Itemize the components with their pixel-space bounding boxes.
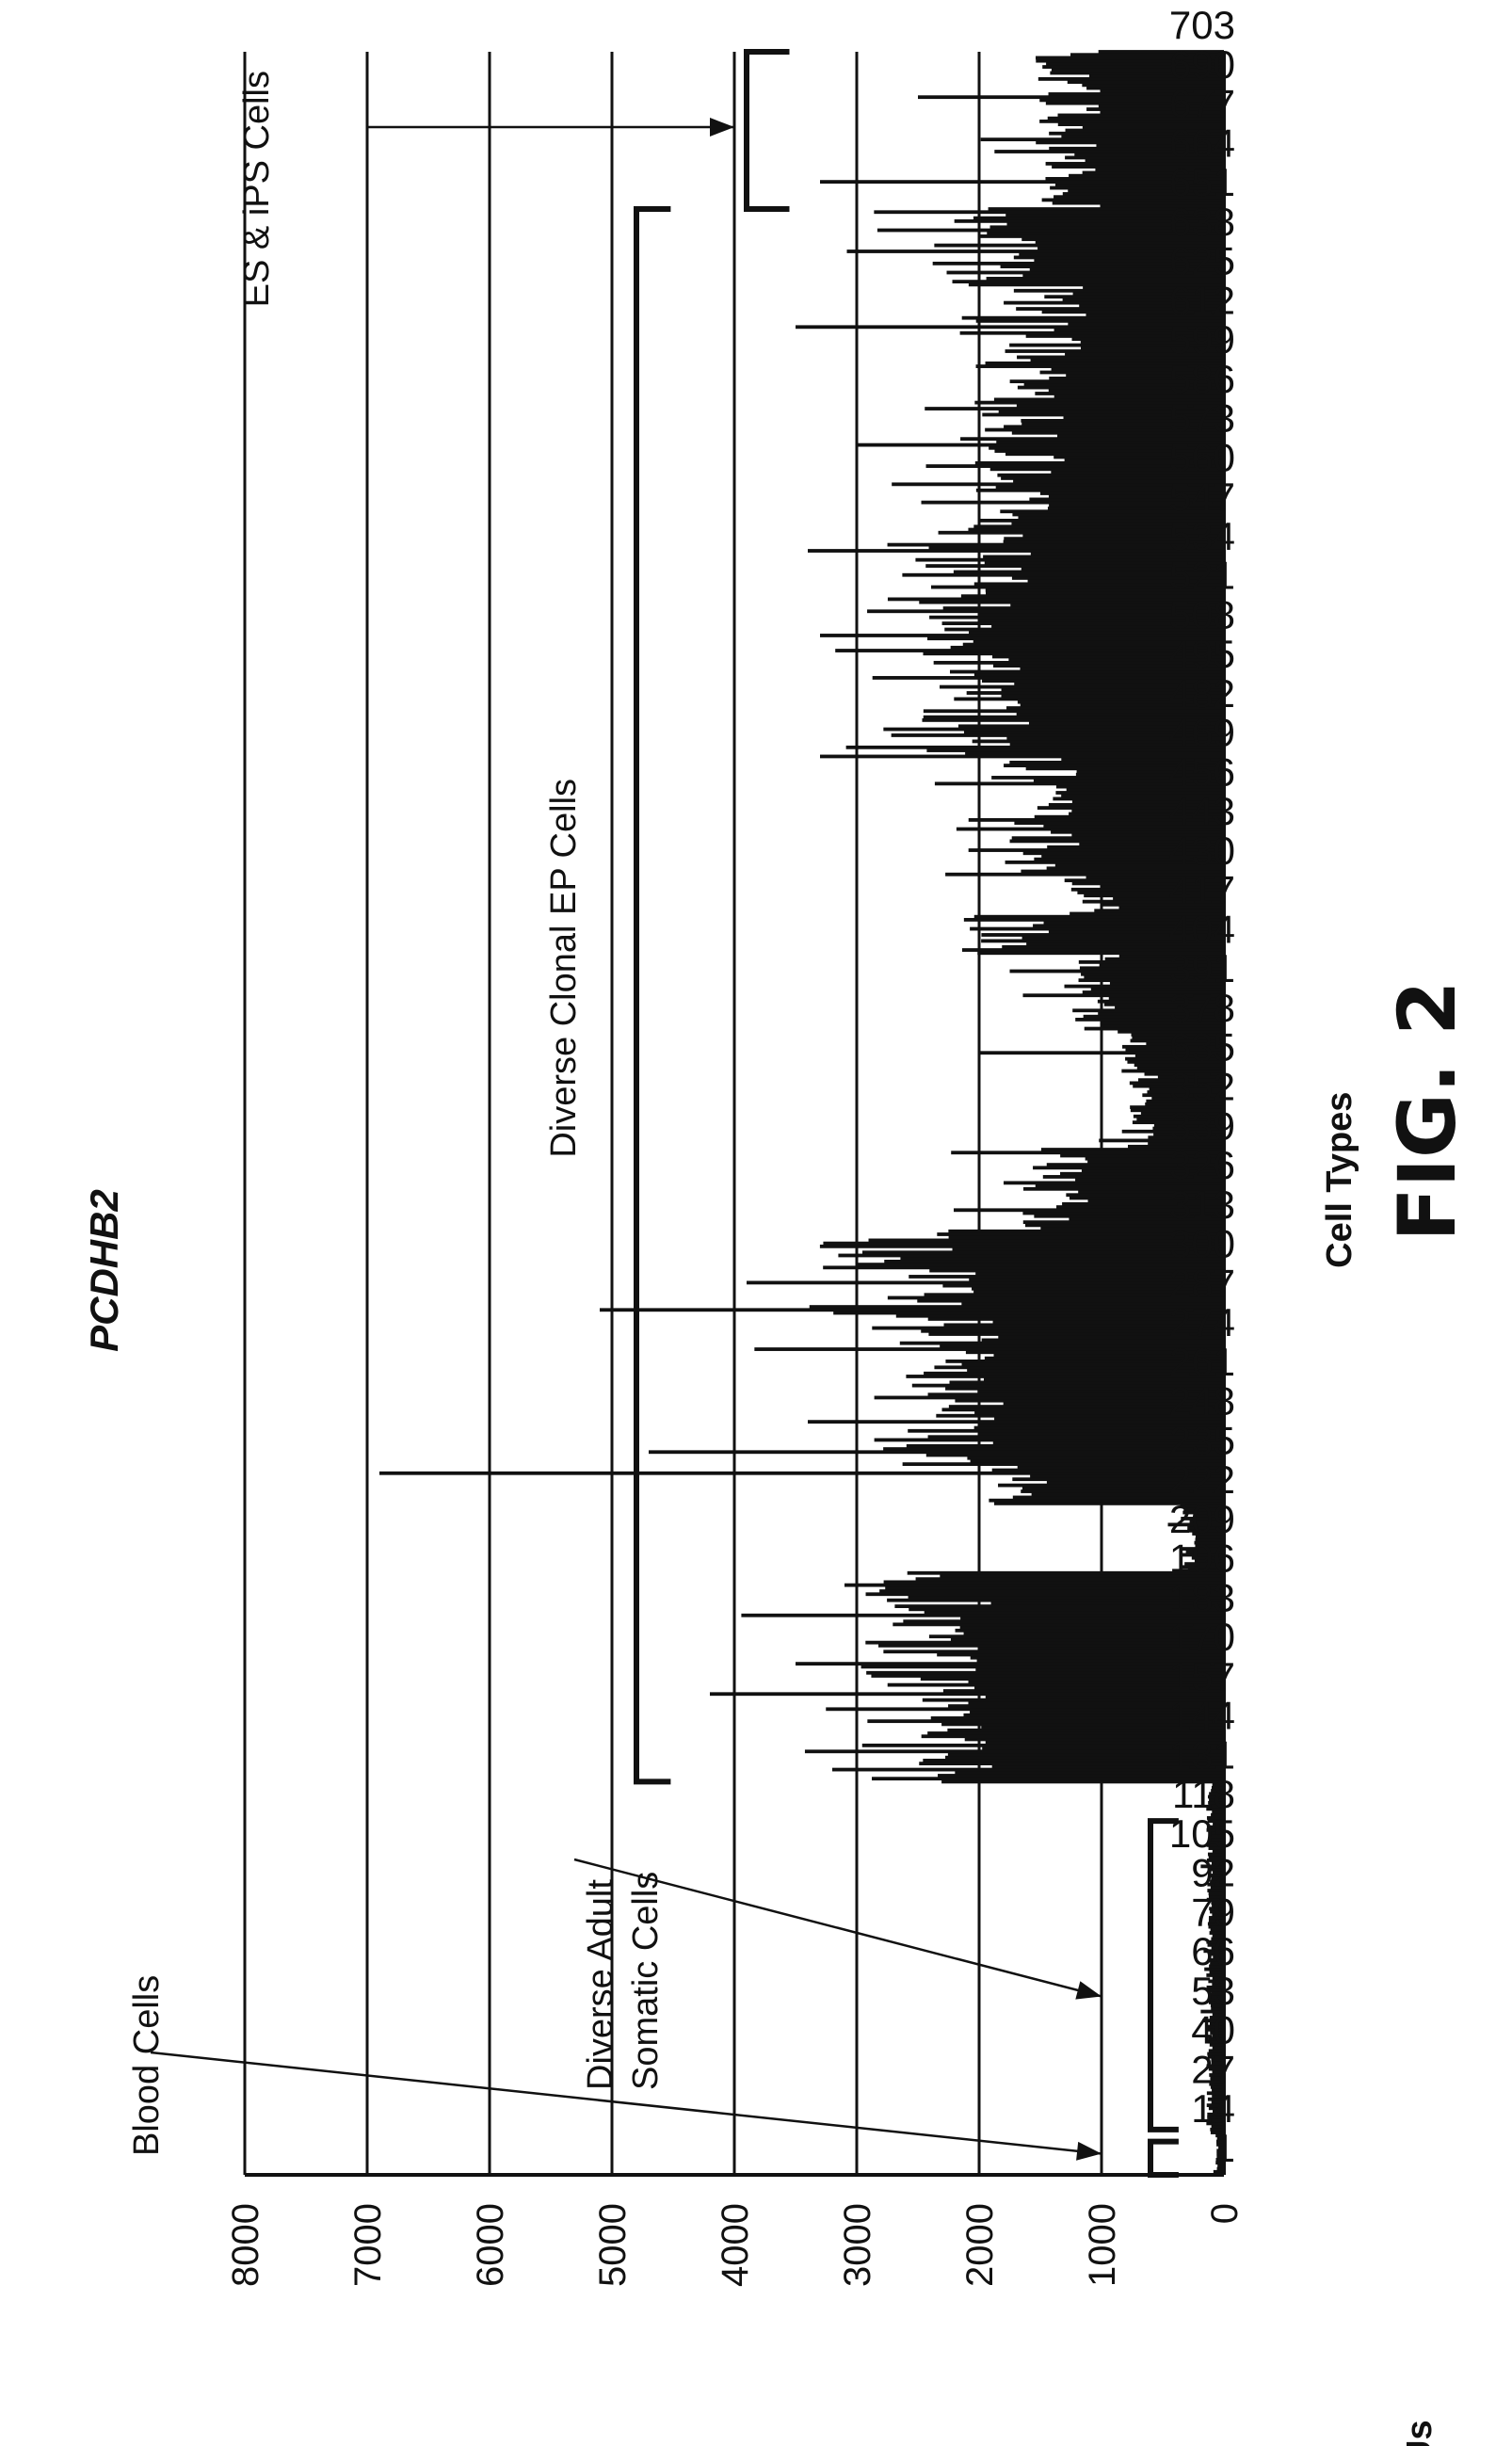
x-tick-label: 66	[1191, 1929, 1235, 1973]
bracket	[1150, 1821, 1179, 2130]
x-tick-label: 508	[1169, 592, 1235, 636]
x-tick-label: 131	[1169, 1732, 1235, 1777]
x-tick-label: 443	[1169, 789, 1235, 833]
x-tick-label: 261	[1169, 1340, 1235, 1384]
x-tick-label: 469	[1169, 711, 1235, 755]
x-tick-label: 495	[1169, 632, 1235, 676]
chart-title: PCDHB2	[82, 1189, 126, 1352]
x-tick-label: 430	[1169, 829, 1235, 873]
x-tick-label: 79	[1191, 1890, 1235, 1934]
figure-label: FIG. 2	[1381, 980, 1473, 1241]
x-tick-label: 339	[1169, 1103, 1235, 1148]
x-tick-label: 612	[1169, 278, 1235, 322]
x-tick-label: 196	[1169, 1537, 1235, 1581]
bracket	[636, 209, 670, 1781]
x-tick-label: 170	[1169, 1615, 1235, 1659]
x-tick-label: 417	[1169, 868, 1235, 912]
x-tick-label: 183	[1169, 1575, 1235, 1619]
y-tick-label: 2000	[959, 2203, 1001, 2287]
x-tick-label: 105	[1169, 1811, 1235, 1856]
x-tick-label: 651	[1169, 160, 1235, 204]
arrowhead-adult-somatic	[1075, 1981, 1102, 1999]
x-tick-label: 157	[1169, 1654, 1235, 1698]
x-tick-label: 560	[1169, 435, 1235, 479]
bracket	[747, 52, 790, 209]
x-tick-label: 573	[1169, 396, 1235, 441]
y-tick-label: 6000	[470, 2203, 511, 2287]
annotation-adult-somatic-line1: Diverse Adult	[581, 1879, 620, 2090]
annotation-es-ips-cells: ES & iPS Cells	[237, 71, 277, 307]
bars	[379, 50, 1224, 2177]
arrowhead-es-ips	[710, 118, 734, 137]
x-tick-label: 27	[1191, 2047, 1235, 2091]
x-tick-label: 144	[1169, 1694, 1235, 1738]
x-tick-label: 209	[1169, 1497, 1235, 1541]
x-tick-label: 53	[1191, 1969, 1235, 2013]
x-tick-label: 274	[1169, 1300, 1235, 1344]
x-tick-label: 547	[1169, 475, 1235, 519]
x-tick-label: 326	[1169, 1143, 1235, 1187]
x-tick-label: 313	[1169, 1183, 1235, 1227]
x-tick-label: 235	[1169, 1418, 1235, 1462]
annotations: PCDHB2 Cell Types RFUs Blood Cells Diver…	[82, 71, 1440, 2446]
x-tick-label: 534	[1169, 514, 1235, 558]
y-tick-label: 5000	[592, 2203, 634, 2287]
x-tick-label: 599	[1169, 317, 1235, 362]
x-tick-label: 248	[1169, 1379, 1235, 1424]
x-axis-label: Cell Types	[1320, 1092, 1359, 1268]
x-tick-label: 222	[1169, 1457, 1235, 1502]
x-tick-label: 391	[1169, 946, 1235, 990]
x-tick-label: 456	[1169, 749, 1235, 794]
x-tick-label: 638	[1169, 200, 1235, 244]
annotation-clonal-ep-cells: Diverse Clonal EP Cells	[544, 779, 584, 1158]
x-tick-label: 14	[1191, 2086, 1235, 2131]
y-tick-labels: 0 1000 2000 3000 4000 5000 6000 7000 8000	[225, 2203, 1246, 2287]
x-tick-label: 690	[1169, 42, 1235, 87]
x-tick-label: 635	[1169, 1025, 1235, 1070]
annotation-blood-cells: Blood Cells	[127, 1975, 167, 2156]
x-tick-label: 1	[1214, 2126, 1235, 2170]
x-tick-label: 404	[1169, 907, 1235, 951]
bracket	[1150, 2142, 1179, 2175]
y-tick-label: 4000	[715, 2203, 756, 2287]
plot-area: 1142740536679921051181311441571701831962…	[82, 3, 1440, 2446]
x-tick-label: 677	[1169, 82, 1235, 126]
y-tick-label: 1000	[1082, 2203, 1123, 2287]
x-tick-label: 352	[1169, 1065, 1235, 1109]
x-tick-label: 664	[1169, 121, 1235, 165]
y-tick-label: 3000	[837, 2203, 878, 2287]
x-tick-label: 118	[1172, 1772, 1235, 1816]
x-tick-label: 300	[1169, 1222, 1235, 1266]
arrowhead-blood-cells	[1076, 2142, 1102, 2161]
y-axis-label: RFUs	[1400, 2420, 1440, 2446]
y-tick-label: 0	[1204, 2203, 1246, 2224]
x-tick-label: 703	[1169, 3, 1235, 47]
x-tick-label: 92	[1191, 1851, 1235, 1895]
x-tick-label: 521	[1169, 554, 1235, 598]
x-tick-labels: 1142740536679921051181311441571701831962…	[1169, 3, 1235, 2170]
annotation-adult-somatic-line2: Somatic Cells	[626, 1872, 666, 2090]
x-tick-label: 40	[1191, 2008, 1235, 2052]
x-tick-label: 287	[1169, 1261, 1235, 1305]
x-tick-label: 482	[1169, 671, 1235, 716]
x-tick-label: 378	[1169, 986, 1235, 1030]
y-tick-label: 8000	[225, 2203, 266, 2287]
y-tick-label: 7000	[347, 2203, 389, 2287]
x-tick-label: 586	[1169, 357, 1235, 401]
x-tick-label: 625	[1169, 239, 1235, 283]
grid-lines	[245, 52, 1102, 2175]
